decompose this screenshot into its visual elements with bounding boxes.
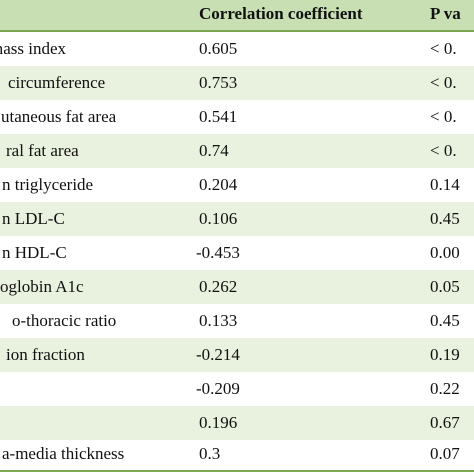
coefficient-cell: -0.209 [196, 379, 240, 398]
p-value-cell: 0.07 [430, 444, 460, 463]
coefficient-cell: 0.753 [199, 73, 238, 92]
variable-cell: n triglyceride [2, 175, 94, 194]
coefficient-cell: -0.453 [196, 243, 240, 262]
table-row: circumference 0.753 < 0. [0, 66, 474, 100]
table-row: ion fraction -0.214 0.19 [0, 338, 474, 372]
table-row: n HDL-C -0.453 0.00 [0, 236, 474, 270]
variable-cell: mass index [0, 39, 67, 58]
coefficient-cell: 0.204 [199, 175, 238, 194]
table-row: mass index 0.605 < 0. [0, 32, 474, 66]
p-value-cell: < 0. [430, 73, 457, 92]
variable-cell: ral fat area [6, 141, 79, 160]
bottom-rule [0, 470, 474, 472]
p-value-cell: < 0. [430, 107, 457, 126]
header-rule [0, 30, 474, 32]
table-row: utaneous fat area 0.541 < 0. [0, 100, 474, 134]
p-value-cell: < 0. [430, 141, 457, 160]
table-row: -0.209 0.22 [0, 372, 474, 406]
table-row: oglobin A1c 0.262 0.05 [0, 270, 474, 304]
coefficient-cell: -0.214 [196, 345, 240, 364]
variable-cell: n HDL-C [2, 243, 67, 262]
p-value-cell: < 0. [430, 39, 457, 58]
coefficient-cell: 0.106 [199, 209, 238, 228]
table-row: o-thoracic ratio 0.133 0.45 [0, 304, 474, 338]
coefficient-cell: 0.605 [199, 39, 238, 58]
table-row: a-media thickness 0.3 0.07 [0, 440, 474, 468]
p-value-cell: 0.05 [430, 277, 460, 296]
p-value-cell: 0.14 [430, 175, 460, 194]
coefficient-cell: 0.74 [199, 141, 229, 160]
p-value-cell: 0.45 [430, 209, 460, 228]
header-correlation-coefficient: Correlation coefficient [199, 4, 363, 23]
p-value-cell: 0.00 [430, 243, 460, 262]
variable-cell: oglobin A1c [0, 277, 84, 296]
header-p-value: P va [430, 4, 461, 23]
p-value-cell: 0.67 [430, 413, 460, 432]
variable-cell: a-media thickness [2, 444, 125, 463]
variable-cell: n LDL-C [2, 209, 65, 228]
variable-cell: ion fraction [6, 345, 85, 364]
table-row: n LDL-C 0.106 0.45 [0, 202, 474, 236]
p-value-cell: 0.45 [430, 311, 460, 330]
coefficient-cell: 0.133 [199, 311, 238, 330]
p-value-cell: 0.19 [430, 345, 460, 364]
variable-cell: circumference [8, 73, 106, 92]
table-header: Correlation coefficient P va [0, 0, 474, 30]
coefficient-cell: 0.196 [199, 413, 238, 432]
variable-cell: o-thoracic ratio [12, 311, 117, 330]
coefficient-cell: 0.3 [199, 444, 221, 463]
table-row: n triglyceride 0.204 0.14 [0, 168, 474, 202]
table-row: 0.196 0.67 [0, 406, 474, 440]
p-value-cell: 0.22 [430, 379, 460, 398]
variable-cell: utaneous fat area [1, 107, 117, 126]
coefficient-cell: 0.262 [199, 277, 238, 296]
table-row: ral fat area 0.74 < 0. [0, 134, 474, 168]
coefficient-cell: 0.541 [199, 107, 238, 126]
